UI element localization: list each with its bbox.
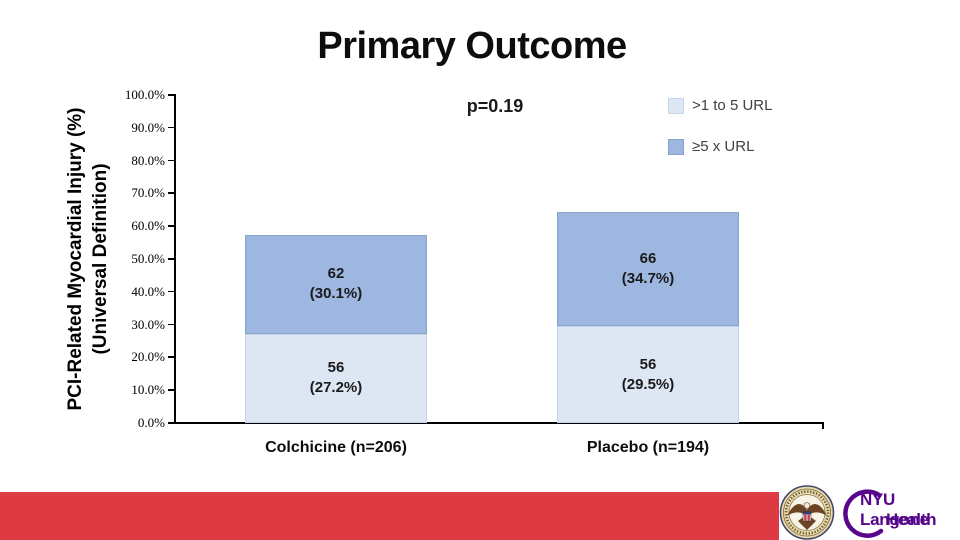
- y-tick-mark: [168, 323, 175, 326]
- y-tick-mark: [168, 389, 175, 391]
- bar-segment-light: 56 (29.5%): [557, 326, 739, 423]
- category-label: Colchicine (n=206): [265, 439, 407, 456]
- y-tick-label: 100.0%: [124, 87, 165, 102]
- y-tick-mark: [168, 159, 175, 162]
- nyu-logo-arc-icon: [843, 489, 884, 538]
- segment-pct-label: (29.5%): [621, 375, 675, 393]
- y-tick-label: 90.0%: [131, 119, 165, 135]
- y-tick-mark: [168, 94, 175, 96]
- y-tick-mark: [168, 422, 175, 424]
- legend-item-dark: ≥5 x URL: [668, 138, 754, 155]
- y-tick-mark: [168, 192, 175, 194]
- y-tick-mark: [168, 356, 175, 358]
- category-label: Placebo (n=194): [586, 439, 710, 456]
- va-seal-icon: [779, 485, 835, 540]
- y-tick-label: 10.0%: [131, 382, 165, 398]
- y-axis-line: [174, 94, 176, 424]
- x-axis-end-tick: [822, 424, 824, 429]
- segment-count-label: 56: [639, 355, 657, 373]
- y-tick-mark: [168, 258, 175, 260]
- y-tick-mark: [168, 290, 175, 293]
- y-tick-label: 40.0%: [131, 283, 165, 299]
- nyu-logo-line1: NYU Langone: [860, 490, 929, 529]
- y-axis-title-line1: PCI-Related Myocardial Injury (%): [65, 107, 86, 411]
- legend-swatch-light-icon: [668, 97, 684, 114]
- slide-title: Primary Outcome: [317, 25, 627, 67]
- segment-pct-label: (30.1%): [309, 285, 363, 303]
- y-tick-label: 20.0%: [131, 349, 165, 365]
- y-tick-label: 0.0%: [137, 415, 165, 430]
- segment-count-label: 62: [327, 265, 345, 283]
- footer-banner: [0, 492, 779, 540]
- y-tick-label: 80.0%: [131, 152, 165, 168]
- legend-item-light: >1 to 5 URL: [668, 97, 772, 114]
- y-tick-label: 60.0%: [131, 218, 165, 234]
- y-tick-label: 30.0%: [131, 316, 165, 332]
- bar-segment-light: 56 (27.2%): [245, 333, 427, 423]
- y-tick-label: 70.0%: [131, 185, 165, 201]
- y-tick-label: 50.0%: [131, 251, 165, 266]
- segment-pct-label: (27.2%): [309, 379, 363, 397]
- segment-count-label: 66: [639, 250, 657, 268]
- legend-label-light: >1 to 5 URL: [692, 97, 773, 114]
- p-value-label: p=0.19: [466, 96, 524, 116]
- x-axis-line: [174, 422, 824, 424]
- y-tick-mark: [168, 225, 175, 227]
- y-tick-mark: [168, 126, 175, 129]
- segment-count-label: 56: [327, 359, 345, 377]
- legend-label-dark: ≥5 x URL: [692, 138, 755, 155]
- bar-segment-dark: 66 (34.7%): [557, 212, 739, 327]
- nyu-logo-line2: Health: [886, 510, 937, 529]
- legend-swatch-dark-icon: [668, 138, 684, 155]
- bar-segment-dark: 62 (30.1%): [245, 235, 427, 334]
- segment-pct-label: (34.7%): [621, 270, 675, 288]
- nyu-langone-logo: NYU Langone Health: [840, 483, 960, 540]
